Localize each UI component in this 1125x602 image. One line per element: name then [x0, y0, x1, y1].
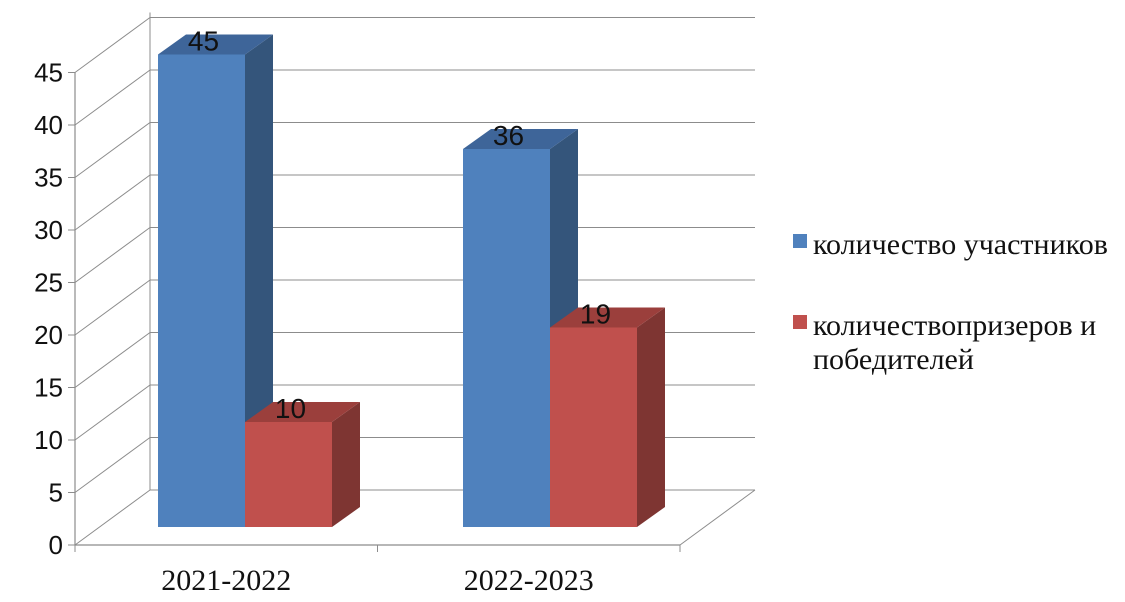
data-label: 45: [188, 26, 219, 57]
legend-label: количествопризеров и: [813, 309, 1096, 342]
floor-right-edge: [679, 489, 756, 546]
bar-1-1: [550, 327, 637, 527]
data-label: 36: [493, 120, 524, 151]
y-tick-label: 30: [34, 215, 63, 245]
bar-top-0-1: [463, 129, 578, 149]
data-label: 10: [275, 393, 306, 424]
legend-swatch-1: [793, 315, 807, 329]
bar-0-1: [463, 149, 550, 527]
y-tick-label: 15: [34, 373, 63, 403]
gridline-depth-0: [74, 489, 151, 546]
legend-swatch-0: [793, 234, 807, 248]
y-tick-label: 10: [34, 425, 63, 455]
bar-top-1-0: [245, 402, 360, 422]
y-tick-label: 0: [49, 530, 63, 560]
gridline-depth-10: [74, 384, 151, 441]
gridline-depth-35: [74, 122, 151, 178]
gridline-depth-40: [74, 69, 151, 126]
gridline-depth-15: [74, 332, 151, 388]
bar-side-1-0: [332, 402, 360, 527]
legend-label: количество участников: [813, 228, 1108, 261]
legend-label: победителей: [813, 343, 974, 376]
gridline-depth-30: [74, 174, 151, 231]
y-tick-label: 20: [34, 320, 63, 350]
gridline-depth-5: [74, 437, 151, 493]
y-tick-label: 40: [34, 110, 63, 140]
y-tick-label: 25: [34, 268, 63, 298]
bar-0-0: [158, 54, 245, 527]
gridline-depth-45: [74, 17, 151, 73]
y-tick-label: 5: [49, 478, 63, 508]
data-label: 19: [580, 299, 611, 330]
bar-side-0-0: [245, 34, 273, 527]
gridline-depth-20: [74, 279, 151, 336]
y-tick-label: 35: [34, 163, 63, 193]
bar-side-1-1: [637, 307, 665, 527]
bar-top-1-1: [550, 307, 665, 328]
y-tick-label: 45: [34, 58, 63, 88]
x-tick-label: 2021-2022: [161, 564, 291, 597]
gridline-depth-25: [74, 227, 151, 283]
bar-1-0: [245, 422, 332, 527]
x-tick-label: 2022-2023: [464, 564, 594, 597]
bar-top-0-0: [158, 34, 273, 55]
